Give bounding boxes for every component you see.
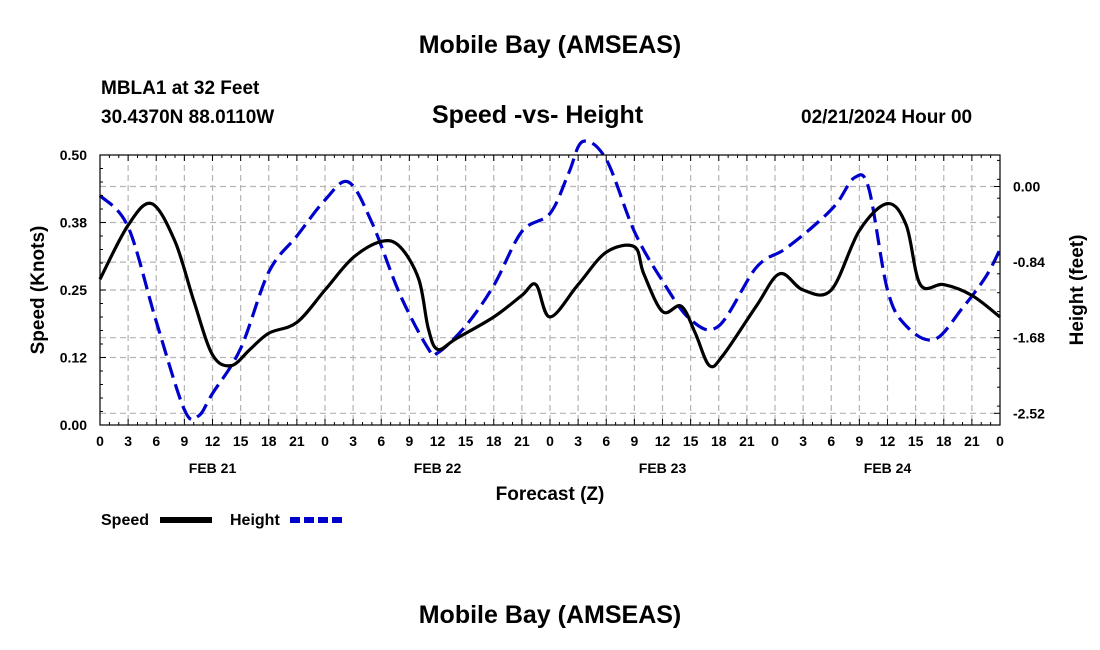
x-tick-label: 9	[180, 433, 188, 449]
grid	[100, 155, 1000, 425]
axis-labels: Forecast (Z) Speed (Knots) Height (feet)	[28, 226, 1088, 505]
x-tick-label: 0	[96, 433, 104, 449]
page-title: Mobile Bay (AMSEAS)	[418, 31, 682, 59]
x-tick-label: 15	[458, 433, 474, 449]
y-tick-label: 0.25	[60, 282, 87, 298]
legend: Speed Height	[101, 512, 342, 529]
day-label: FEB 22	[414, 460, 462, 476]
x-tick-label: 12	[880, 433, 896, 449]
x-tick-label: 15	[233, 433, 249, 449]
x-tick-label: 15	[683, 433, 699, 449]
x-tick-label: 6	[602, 433, 610, 449]
y-tick-label: 0.38	[60, 215, 87, 231]
x-tick-label: 12	[205, 433, 221, 449]
y2-tick-label: -2.52	[1013, 405, 1045, 421]
x-tick-label: 6	[152, 433, 160, 449]
station-coordinates: 30.4370N 88.0110W	[101, 107, 275, 128]
chart-title: Speed -vs- Height	[432, 101, 644, 129]
x-tick-label: 0	[546, 433, 554, 449]
y-axis-label: Speed (Knots)	[28, 226, 49, 355]
station-label: MBLA1 at 32 Feet	[101, 78, 260, 99]
x-tick-label: 9	[855, 433, 863, 449]
y-tick-label: 0.12	[60, 350, 87, 366]
x-tick-label: 9	[405, 433, 413, 449]
day-label: FEB 24	[864, 460, 912, 476]
x-tick-label: 6	[827, 433, 835, 449]
y2-tick-label: -1.68	[1013, 330, 1045, 346]
x-tick-label: 12	[430, 433, 446, 449]
height-series-line	[98, 139, 1002, 422]
x-tick-label: 18	[486, 433, 502, 449]
series-layer	[98, 139, 1002, 422]
x-tick-label: 6	[377, 433, 385, 449]
legend-height-label: Height	[230, 512, 280, 529]
x-tick-label: 0	[321, 433, 329, 449]
speed-series-line	[98, 201, 1001, 369]
y-tick-label: 0.00	[60, 417, 87, 433]
y2-tick-label: 0.00	[1013, 179, 1040, 195]
x-tick-label: 3	[574, 433, 582, 449]
x-tick-label: 18	[261, 433, 277, 449]
legend-speed-label: Speed	[101, 512, 149, 529]
x-tick-label: 3	[799, 433, 807, 449]
x-tick-label: 21	[514, 433, 530, 449]
x-tick-label: 12	[655, 433, 671, 449]
y-tick-label: 0.50	[60, 147, 87, 163]
x-tick-label: 0	[771, 433, 779, 449]
y2-tick-label: -0.84	[1013, 254, 1045, 270]
day-label: FEB 21	[189, 460, 237, 476]
forecast-datetime: 02/21/2024 Hour 00	[801, 107, 973, 128]
x-tick-label: 3	[124, 433, 132, 449]
x-tick-label: 15	[908, 433, 924, 449]
x-tick-label: 18	[936, 433, 952, 449]
x-tick-label: 21	[739, 433, 755, 449]
x-tick-label: 9	[630, 433, 638, 449]
axis-ticks: 0 3 6 9 12 15 18 21 0 3 6 9 12 15 18 21 0 3 6 9 12 15 18 21 0 3 6 9…	[60, 147, 1045, 476]
footer-title: Mobile Bay (AMSEAS)	[418, 601, 682, 629]
x-tick-label: 0	[996, 433, 1004, 449]
x-axis-label: Forecast (Z)	[496, 484, 605, 505]
x-tick-label: 18	[711, 433, 727, 449]
y2-axis-label: Height (feet)	[1067, 235, 1088, 346]
day-label: FEB 23	[639, 460, 687, 476]
x-tick-label: 21	[964, 433, 980, 449]
x-tick-label: 21	[289, 433, 305, 449]
x-tick-label: 3	[349, 433, 357, 449]
